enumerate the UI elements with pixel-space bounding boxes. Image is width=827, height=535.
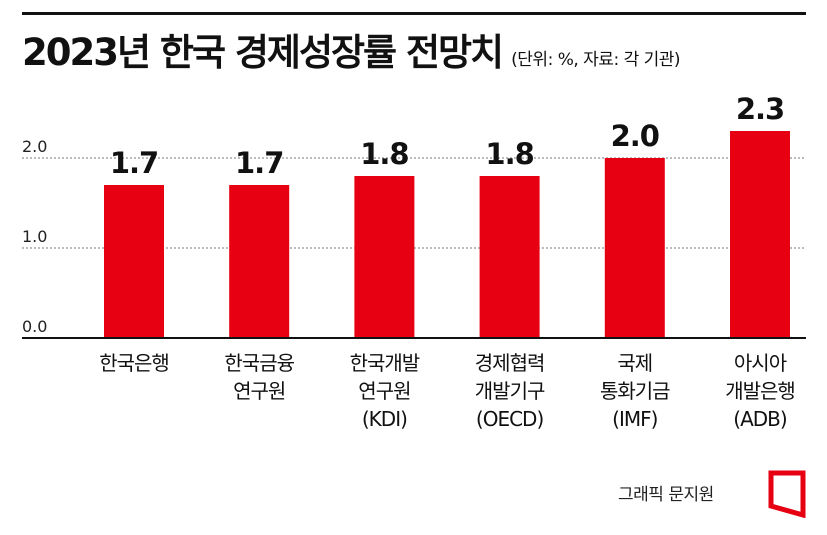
value-label: 1.7 xyxy=(235,146,283,180)
bar xyxy=(354,176,415,338)
category-label: (OECD) xyxy=(476,407,544,431)
value-label: 1.7 xyxy=(110,146,158,180)
bar xyxy=(730,131,790,338)
bar xyxy=(229,185,290,338)
category-label: (ADB) xyxy=(733,407,787,431)
value-label: 1.8 xyxy=(485,137,533,171)
y-tick-label: 0.0 xyxy=(22,317,47,336)
bar xyxy=(104,185,164,338)
title-row: 2023년 한국 경제성장률 전망치 (단위: %, 자료: 각 기관) xyxy=(22,22,681,76)
category-label: 한국은행 xyxy=(99,351,169,375)
bar-layer xyxy=(104,131,790,338)
value-label: 2.0 xyxy=(611,119,659,153)
category-label: (IMF) xyxy=(612,407,657,431)
bar xyxy=(479,176,540,338)
category-label: 한국금융 xyxy=(224,351,294,375)
chart-title: 2023년 한국 경제성장률 전망치 xyxy=(22,31,504,74)
credit-text: 그래픽 문지원 xyxy=(618,485,714,505)
category-label: 개발기구 xyxy=(475,379,545,403)
category-label: 국제 xyxy=(617,351,652,375)
category-label: 개발은행 xyxy=(725,379,795,403)
y-tick-label: 2.0 xyxy=(22,137,47,156)
category-label: 연구원 xyxy=(233,379,285,403)
bar xyxy=(604,158,665,338)
red-bracket-logo-icon xyxy=(768,470,806,518)
category-label: (KDI) xyxy=(362,407,407,431)
top-rule xyxy=(22,12,806,15)
y-tick-label: 1.0 xyxy=(22,227,47,246)
unit-note: (단위: %, 자료: 각 기관) xyxy=(511,50,681,70)
value-label: 1.8 xyxy=(360,137,408,171)
category-label: 연구원 xyxy=(358,379,410,403)
value-label: 2.3 xyxy=(736,92,784,126)
category-label: 통화기금 xyxy=(600,379,670,403)
category-label: 아시아 xyxy=(734,351,787,375)
category-label: 경제협력 xyxy=(475,351,545,375)
category-label: 한국개발 xyxy=(350,351,420,375)
